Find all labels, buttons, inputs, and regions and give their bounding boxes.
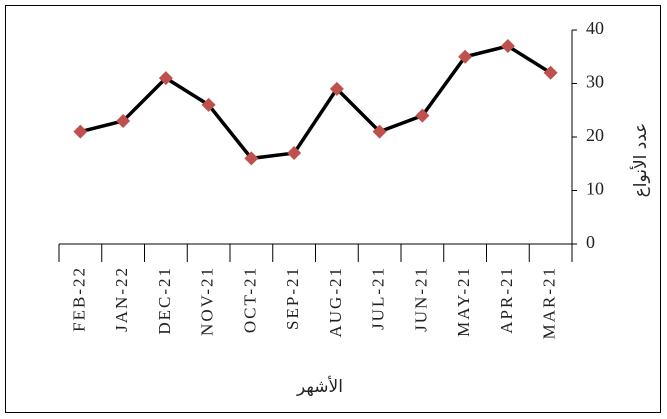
marker [201, 97, 216, 112]
marker [158, 71, 173, 86]
marker [543, 65, 558, 80]
line [79, 44, 552, 161]
y-tick-label: 0 [586, 232, 595, 252]
x-tick-label: SEP-21 [283, 266, 302, 330]
x-tick-label: JAN-22 [112, 266, 131, 332]
x-tick-label: JUN-21 [411, 266, 430, 332]
x-tick-label: DEC-21 [155, 266, 174, 335]
marker [116, 113, 131, 128]
marker [287, 146, 302, 161]
y-tick-label: 30 [586, 72, 604, 92]
marker [244, 151, 259, 166]
y-tick-label: 40 [586, 18, 604, 38]
marker [329, 81, 344, 96]
y-tick-label: 10 [586, 179, 604, 199]
marker [458, 49, 473, 64]
x-tick-label: AUG-21 [326, 266, 345, 338]
marker [500, 39, 515, 54]
x-tick-label: MAR-21 [540, 266, 559, 339]
x-tick-label: FEB-22 [69, 266, 88, 332]
x-axis-title: الأشهر [296, 376, 343, 397]
marker [372, 124, 387, 139]
marker [73, 124, 88, 139]
marker [415, 108, 430, 123]
x-tick-label: OCT-21 [240, 266, 259, 333]
y-axis-title: عدد الأنواع [630, 123, 651, 198]
y-tick-label: 20 [586, 125, 604, 145]
x-tick-label: APR-21 [497, 266, 516, 334]
x-tick-label: JUL-21 [369, 266, 388, 330]
x-tick-label: NOV-21 [198, 266, 217, 336]
x-tick-label: MAY-21 [454, 266, 473, 337]
frame [5, 5, 661, 413]
